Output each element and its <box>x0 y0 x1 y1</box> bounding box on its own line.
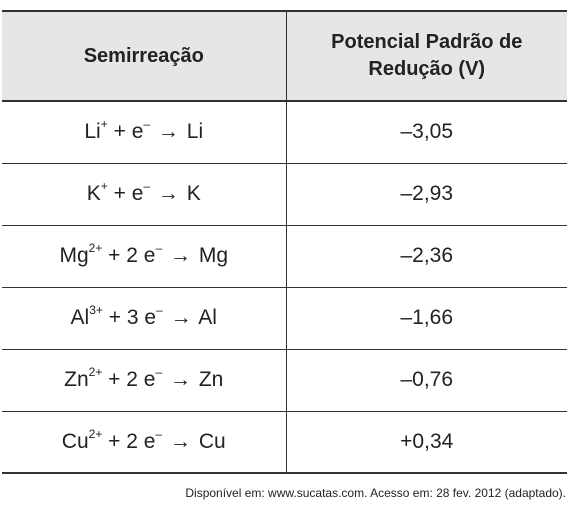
electron-count: 2 <box>126 429 144 453</box>
reaction-arrow: → <box>170 244 192 267</box>
potential-cell: –2,36 <box>286 225 567 288</box>
product-element: Al <box>198 306 217 329</box>
table-row: Zn2+ + 2 e– → Zn –0,76 <box>2 349 567 412</box>
reactant-ion: Zn <box>64 368 89 391</box>
electron-charge: – <box>143 117 151 132</box>
half-reaction-cell: Zn2+ + 2 e– → Zn <box>2 349 287 412</box>
reactant-ion: Li <box>84 120 101 144</box>
electron-symbol: e <box>131 120 144 144</box>
half-reaction-cell: Al3+ + 3 e– → Al <box>2 287 287 350</box>
table-row: Al3+ + 3 e– → Al –1,66 <box>2 287 567 350</box>
ion-charge: 2+ <box>88 426 103 441</box>
half-reaction-cell: Cu2+ + 2 e– → Cu <box>2 411 287 474</box>
electron-charge: – <box>155 241 163 255</box>
reaction-arrow: → <box>157 182 179 205</box>
ion-charge: + <box>100 117 108 132</box>
electron-symbol: e <box>131 182 144 205</box>
electron-symbol: e <box>143 368 156 391</box>
reactant-ion: K <box>86 182 101 205</box>
plus-sign: + <box>108 429 121 453</box>
table-header: Semirreação Potencial Padrão de Redução … <box>2 10 567 102</box>
plus-sign: + <box>113 182 126 205</box>
reaction-arrow: → <box>170 306 192 329</box>
electron-charge: – <box>155 426 163 441</box>
plus-sign: + <box>108 368 121 391</box>
reaction-arrow: → <box>170 429 192 453</box>
header-semirreacao: Semirreação <box>2 10 287 102</box>
ion-charge: 3+ <box>89 303 103 317</box>
reaction-arrow: → <box>170 368 192 391</box>
potential-cell: –0,76 <box>286 349 567 412</box>
ion-charge: 2+ <box>88 365 103 379</box>
header-potencial-line1: Potencial Padrão de <box>331 31 523 53</box>
ion-charge: + <box>100 179 108 193</box>
potential-cell: –3,05 <box>286 101 567 164</box>
table-row: Li+ + e– → Li –3,05 <box>2 101 567 164</box>
source-citation: Disponível em: www.sucatas.com. Acesso e… <box>185 486 566 500</box>
potential-cell: –2,93 <box>286 163 567 226</box>
electron-charge: – <box>143 179 151 193</box>
electron-symbol: e <box>143 244 156 267</box>
plus-sign: + <box>108 244 121 267</box>
table-row: Mg2+ + 2 e– → Mg –2,36 <box>2 225 567 288</box>
product-element: Mg <box>198 244 229 267</box>
table-body: Li+ + e– → Li –3,05 K+ + e– → K –2,93 Mg2+ +… <box>2 101 567 474</box>
plus-sign: + <box>113 120 126 144</box>
product-element: Cu <box>198 429 226 453</box>
reduction-potential-table: Semirreação Potencial Padrão de Redução … <box>2 10 567 474</box>
electron-charge: – <box>155 365 163 379</box>
electron-symbol: e <box>144 306 157 329</box>
electron-count: 2 <box>126 244 144 267</box>
product-element: Zn <box>198 368 224 391</box>
reactant-ion: Cu <box>61 429 89 453</box>
half-reaction-cell: Mg2+ + 2 e– → Mg <box>2 225 287 288</box>
product-element: Li <box>186 120 204 144</box>
half-reaction-cell: Li+ + e– → Li <box>2 101 287 164</box>
potential-cell: +0,34 <box>286 411 567 474</box>
header-potencial-line2: Redução (V) <box>368 58 486 80</box>
product-element: K <box>186 182 201 205</box>
potential-cell: –1,66 <box>286 287 567 350</box>
electron-charge: – <box>156 303 163 317</box>
reduction-potential-table-container: Semirreação Potencial Padrão de Redução … <box>2 10 567 474</box>
table-row: K+ + e– → K –2,93 <box>2 163 567 226</box>
header-potencial: Potencial Padrão de Redução (V) <box>286 10 567 102</box>
electron-count: 3 <box>126 306 145 329</box>
plus-sign: + <box>108 306 122 329</box>
reaction-arrow: → <box>157 120 179 144</box>
table-row: Cu2+ + 2 e– → Cu +0,34 <box>2 411 567 474</box>
table-header-row: Semirreação Potencial Padrão de Redução … <box>2 10 567 102</box>
reactant-ion: Mg <box>59 244 89 267</box>
electron-symbol: e <box>143 429 156 453</box>
half-reaction-cell: K+ + e– → K <box>2 163 287 226</box>
reactant-ion: Al <box>70 306 90 329</box>
ion-charge: 2+ <box>88 241 103 255</box>
electron-count: 2 <box>126 368 144 391</box>
